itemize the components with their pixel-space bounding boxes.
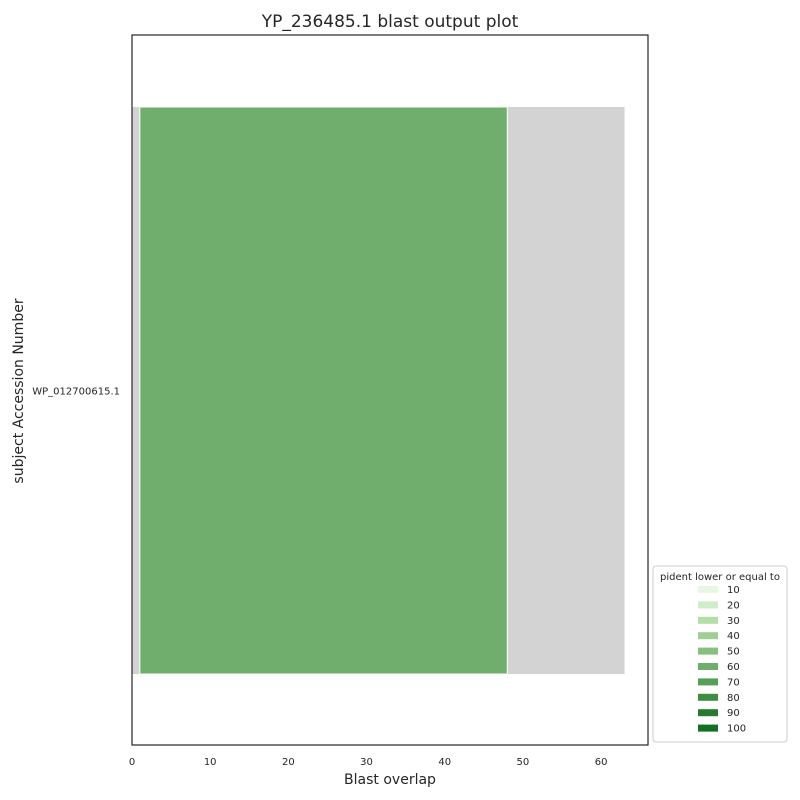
legend-label: 10 — [727, 585, 740, 596]
legend-swatch — [698, 663, 718, 670]
legend-swatch — [698, 678, 718, 686]
legend-swatch — [698, 601, 718, 609]
legend-title: pident lower or equal to — [660, 572, 780, 583]
x-tick-label: 0 — [129, 757, 135, 768]
x-axis-label: Blast overlap — [344, 772, 436, 788]
legend-label: 60 — [727, 662, 740, 673]
x-tick-label: 40 — [438, 757, 451, 768]
legend-label: 100 — [727, 724, 746, 735]
y-axis-label: subject Accession Number — [11, 298, 27, 483]
plot-frame — [131, 34, 649, 746]
legend-swatch — [698, 693, 718, 701]
chart-title: YP_236485.1 blast output plot — [261, 12, 519, 32]
y-tick-label: WP_012700615.1 — [32, 387, 120, 398]
legend-label: 30 — [727, 616, 740, 627]
legend-swatch — [698, 632, 718, 640]
legend-swatch — [698, 586, 718, 593]
legend-swatch — [698, 616, 718, 624]
legend-label: 40 — [727, 631, 740, 642]
legend-label: 70 — [727, 677, 740, 688]
legend-swatch — [698, 709, 718, 717]
x-tick-label: 10 — [204, 757, 217, 768]
x-tick-label: 60 — [595, 757, 608, 768]
x-tick-label: 50 — [517, 757, 530, 768]
legend-box — [652, 565, 788, 743]
legend-swatch — [698, 647, 718, 655]
legend: pident lower or equal to 10 20 30 40 50 60 70 80… — [652, 565, 788, 743]
hit-bar — [139, 106, 508, 675]
x-tick-label: 20 — [282, 757, 295, 768]
x-tick-label: 30 — [360, 757, 373, 768]
legend-label: 90 — [727, 708, 740, 719]
legend-swatch — [698, 724, 718, 732]
legend-label: 20 — [727, 600, 740, 611]
legend-label: 80 — [727, 693, 740, 704]
legend-label: 50 — [727, 647, 740, 658]
